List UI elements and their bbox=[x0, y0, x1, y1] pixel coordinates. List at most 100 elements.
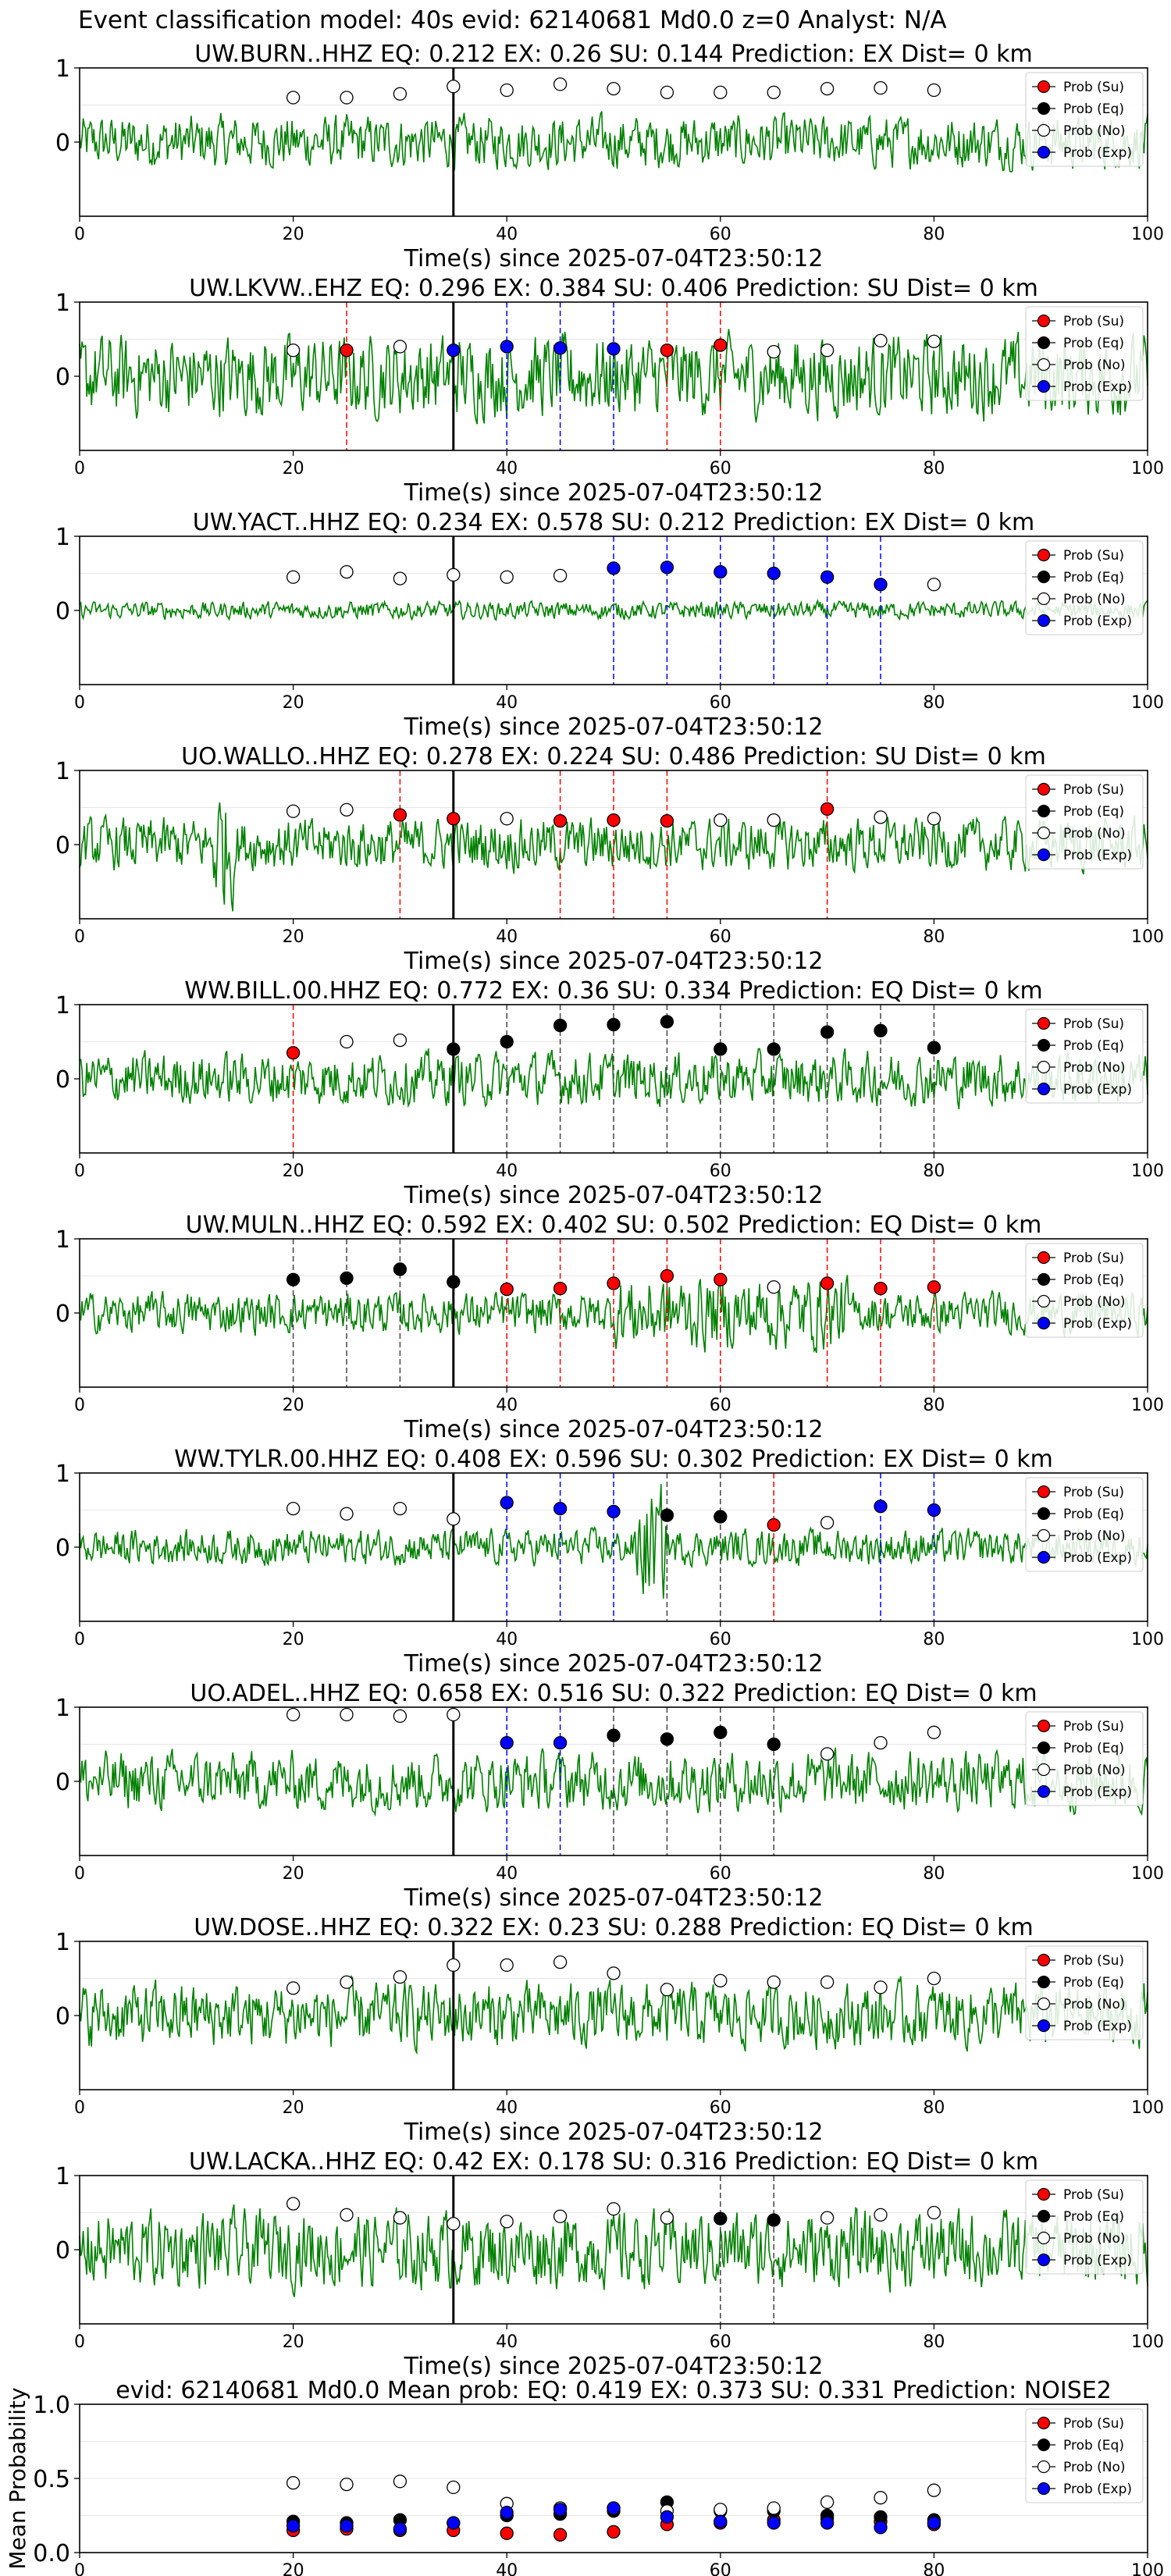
mean-point-exp bbox=[500, 2506, 514, 2520]
x-tick-label: 80 bbox=[923, 927, 945, 947]
prob-point-eq bbox=[714, 2211, 728, 2226]
legend-label: Prob (Eq) bbox=[1063, 570, 1124, 585]
prob-point-exp bbox=[767, 566, 781, 581]
x-tick-label: 20 bbox=[283, 2332, 304, 2352]
legend-box bbox=[1025, 1711, 1144, 1806]
panel-title: UW.LACKA..HHZ EQ: 0.42 EX: 0.178 SU: 0.3… bbox=[189, 2148, 1038, 2176]
legend-label: Prob (Eq) bbox=[1063, 1741, 1124, 1756]
prob-point-no bbox=[393, 87, 408, 101]
legend-marker-eq bbox=[1037, 1272, 1051, 1286]
x-tick-label: 40 bbox=[496, 2332, 518, 2352]
legend-marker-eq bbox=[1037, 1741, 1051, 1755]
prob-point-no bbox=[927, 1971, 941, 1986]
prob-point-eq bbox=[660, 1015, 674, 1029]
legend-marker-su bbox=[1037, 1953, 1051, 1967]
x-tick-label: 60 bbox=[710, 2332, 731, 2352]
x-tick-label: 60 bbox=[710, 2561, 731, 2576]
x-tick-label: 40 bbox=[496, 693, 518, 713]
prob-point-su bbox=[714, 338, 728, 352]
x-tick-label: 100 bbox=[1131, 927, 1164, 947]
prob-point-exp bbox=[500, 340, 514, 354]
legend-label: Prob (No) bbox=[1063, 123, 1126, 139]
axes-frame bbox=[79, 2175, 1148, 2325]
y-tick-label: 1 bbox=[55, 1461, 70, 1488]
prob-point-eq bbox=[767, 1737, 781, 1752]
prob-point-no bbox=[500, 2215, 514, 2229]
x-tick-label: 0 bbox=[74, 1162, 85, 1181]
panel-title: WW.TYLR.00.HHZ EQ: 0.408 EX: 0.596 SU: 0… bbox=[174, 1446, 1053, 1473]
prob-point-su bbox=[553, 813, 568, 828]
legend-marker-exp bbox=[1037, 614, 1051, 628]
y-tick-label: 1 bbox=[55, 2163, 70, 2190]
prob-point-su bbox=[286, 1046, 301, 1060]
mean-point-exp bbox=[447, 2516, 461, 2530]
axes-frame bbox=[79, 1941, 1148, 2090]
legend-label: Prob (No) bbox=[1063, 1763, 1126, 1778]
x-tick-label: 0 bbox=[74, 2332, 85, 2352]
prob-point-no bbox=[927, 83, 941, 98]
legend-marker-exp bbox=[1037, 1316, 1051, 1330]
x-tick-label: 80 bbox=[923, 1396, 945, 1415]
legend-box bbox=[1025, 1477, 1144, 1572]
prob-point-eq bbox=[714, 1042, 728, 1056]
figure-header: Event classification model: 40s evid: 62… bbox=[78, 6, 947, 34]
legend-label: Prob (Exp) bbox=[1063, 614, 1132, 629]
legend-marker-no bbox=[1037, 592, 1051, 606]
prob-point-eq bbox=[500, 1034, 514, 1049]
panel-2: UW.YACT..HHZ EQ: 0.234 EX: 0.578 SU: 0.2… bbox=[55, 509, 1164, 741]
legend-box bbox=[1025, 1945, 1144, 2041]
x-tick-label: 20 bbox=[283, 2561, 304, 2576]
y-tick-label: 0.5 bbox=[33, 2466, 70, 2493]
prob-point-su bbox=[607, 1276, 621, 1290]
mean-point-exp bbox=[286, 2519, 301, 2533]
prob-point-eq bbox=[340, 1271, 354, 1285]
panel-6: WW.TYLR.00.HHZ EQ: 0.408 EX: 0.596 SU: 0… bbox=[55, 1446, 1164, 1678]
x-tick-label: 0 bbox=[74, 2098, 85, 2118]
panel-7: UO.ADEL..HHZ EQ: 0.658 EX: 0.516 SU: 0.3… bbox=[55, 1680, 1164, 1912]
prob-point-su bbox=[820, 802, 835, 817]
x-tick-label: 100 bbox=[1131, 2098, 1164, 2118]
prob-point-no bbox=[874, 333, 888, 348]
prob-point-no bbox=[340, 91, 354, 105]
panel-title: UW.YACT..HHZ EQ: 0.234 EX: 0.578 SU: 0.2… bbox=[193, 509, 1034, 536]
prob-point-no bbox=[286, 570, 301, 584]
prob-point-exp bbox=[500, 1496, 514, 1510]
prob-point-su bbox=[714, 1272, 728, 1286]
legend-box bbox=[1025, 72, 1144, 167]
prob-point-exp bbox=[714, 564, 728, 579]
legend-label: Prob (Su) bbox=[1063, 548, 1124, 564]
legend-marker-su bbox=[1037, 1485, 1051, 1499]
prob-point-no bbox=[927, 578, 941, 592]
legend-label: Prob (Su) bbox=[1063, 2416, 1124, 2432]
waveform-trace bbox=[79, 802, 1148, 912]
prob-point-su bbox=[767, 1517, 781, 1532]
y-tick-label: 0 bbox=[55, 1535, 70, 1562]
legend-marker-exp bbox=[1037, 1550, 1051, 1564]
legend-label: Prob (Exp) bbox=[1063, 2253, 1132, 2268]
prob-point-exp bbox=[660, 560, 674, 575]
prob-point-exp bbox=[553, 1735, 568, 1750]
prob-point-no bbox=[340, 564, 354, 579]
x-tick-label: 100 bbox=[1131, 459, 1164, 479]
prob-point-no bbox=[447, 1958, 461, 1973]
prob-point-exp bbox=[927, 1503, 941, 1517]
x-tick-label: 40 bbox=[496, 1396, 518, 1415]
legend-marker-no bbox=[1037, 1060, 1051, 1074]
y-tick-label: 0 bbox=[55, 1300, 70, 1328]
prob-point-no bbox=[660, 85, 674, 99]
panel-title: UW.DOSE..HHZ EQ: 0.322 EX: 0.23 SU: 0.28… bbox=[194, 1914, 1033, 1941]
legend-box bbox=[1025, 1243, 1144, 1338]
y-tick-label: 1 bbox=[55, 290, 70, 317]
y-tick-label: 0 bbox=[55, 1066, 70, 1094]
mean-point-exp bbox=[393, 2521, 408, 2536]
panel-1: UW.LKVW..EHZ EQ: 0.296 EX: 0.384 SU: 0.4… bbox=[55, 275, 1164, 507]
legend-marker-su bbox=[1037, 314, 1051, 328]
legend-marker-su bbox=[1037, 548, 1051, 562]
x-tick-label: 20 bbox=[283, 1162, 304, 1181]
y-tick-label: 0 bbox=[55, 1769, 70, 1796]
x-tick-label: 60 bbox=[710, 2098, 731, 2118]
x-axis-label: Time(s) since 2025-07-04T23:50:12 bbox=[404, 479, 824, 507]
x-tick-label: 80 bbox=[923, 1630, 945, 1649]
prob-point-no bbox=[767, 344, 781, 359]
